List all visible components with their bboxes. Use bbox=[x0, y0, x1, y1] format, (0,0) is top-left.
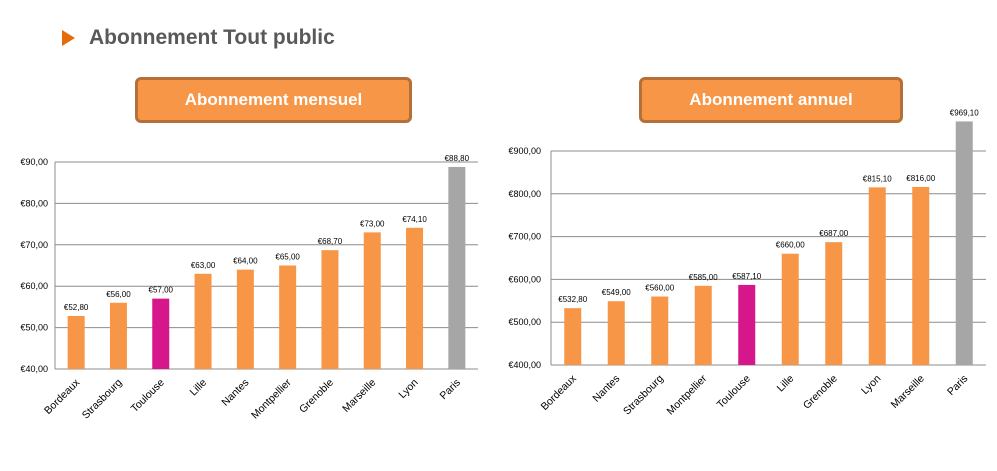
monthly-bar-paris bbox=[448, 166, 466, 369]
monthly-ytick-label: €50,00 bbox=[20, 323, 48, 333]
annual-ytick-label: €900,00 bbox=[508, 146, 541, 156]
annual-xtick-label: Bordeaux bbox=[539, 372, 580, 413]
annual-xtick-label: Toulouse bbox=[715, 373, 753, 411]
triangle-bullet-icon bbox=[62, 30, 75, 46]
annual-value-label: €585,00 bbox=[689, 273, 718, 282]
annual-value-label: €687,00 bbox=[819, 229, 848, 238]
monthly-chart-title: Abonnement mensuel bbox=[135, 77, 412, 123]
monthly-xtick-label: Nantes bbox=[219, 377, 251, 409]
monthly-value-label: €65,00 bbox=[275, 253, 300, 262]
monthly-bar-nantes bbox=[236, 269, 254, 369]
monthly-bar-lille bbox=[194, 273, 212, 369]
annual-bar-montpellier bbox=[694, 285, 712, 365]
annual-ytick-label: €500,00 bbox=[508, 317, 541, 327]
annual-bar-marseille bbox=[912, 186, 930, 365]
annual-bar-toulouse bbox=[738, 284, 756, 365]
monthly-bar-bordeaux bbox=[67, 316, 85, 369]
monthly-bar-grenoble bbox=[321, 250, 339, 369]
monthly-value-label: €52,80 bbox=[64, 303, 89, 312]
annual-bar-lille bbox=[781, 253, 799, 365]
annual-bar-bordeaux bbox=[564, 308, 582, 365]
monthly-xtick-label: Toulouse bbox=[129, 377, 167, 415]
monthly-value-label: €57,00 bbox=[149, 286, 174, 295]
monthly-xtick-label: Strasbourg bbox=[80, 377, 125, 422]
annual-value-label: €560,00 bbox=[645, 284, 674, 293]
annual-ytick-label: €700,00 bbox=[508, 232, 541, 242]
annual-ytick-label: €400,00 bbox=[508, 360, 541, 370]
annual-bar-grenoble bbox=[825, 242, 843, 365]
monthly-bar-toulouse bbox=[152, 298, 170, 369]
page-title: Abonnement Tout public bbox=[89, 26, 335, 49]
monthly-bar-montpellier bbox=[279, 265, 297, 369]
annual-value-label: €969,10 bbox=[950, 108, 979, 117]
monthly-ytick-label: €40,00 bbox=[20, 364, 48, 374]
monthly-xtick-label: Lyon bbox=[396, 377, 420, 401]
annual-value-label: €549,00 bbox=[602, 288, 631, 297]
section-heading: Abonnement Tout public bbox=[62, 26, 335, 50]
monthly-ytick-label: €60,00 bbox=[20, 281, 48, 291]
annual-value-label: €816,00 bbox=[906, 174, 935, 183]
annual-chart-title: Abonnement annuel bbox=[639, 77, 903, 123]
annual-value-label: €532,80 bbox=[558, 295, 587, 304]
monthly-value-label: €64,00 bbox=[233, 257, 258, 266]
annual-xtick-label: Marseille bbox=[889, 373, 927, 411]
monthly-ytick-label: €80,00 bbox=[20, 198, 48, 208]
annual-ytick-label: €600,00 bbox=[508, 274, 541, 284]
monthly-value-label: €56,00 bbox=[106, 290, 131, 299]
annual-xtick-label: Paris bbox=[945, 373, 970, 398]
annual-ytick-label: €800,00 bbox=[508, 189, 541, 199]
annual-xtick-label: Grenoble bbox=[801, 373, 840, 412]
annual-bar-nantes bbox=[607, 301, 625, 365]
monthly-xtick-label: Montpellier bbox=[249, 376, 294, 421]
monthly-value-label: €74,10 bbox=[402, 215, 427, 224]
monthly-ytick-label: €90,00 bbox=[20, 157, 48, 167]
monthly-value-label: €73,00 bbox=[360, 219, 385, 228]
annual-value-label: €660,00 bbox=[776, 241, 805, 250]
annual-bar-lyon bbox=[868, 187, 886, 365]
annual-value-label: €587,10 bbox=[732, 272, 761, 281]
annual-xtick-label: Montpellier bbox=[665, 372, 710, 417]
annual-value-label: €815,10 bbox=[863, 174, 892, 183]
monthly-value-label: €68,70 bbox=[318, 237, 343, 246]
monthly-ytick-label: €70,00 bbox=[20, 240, 48, 250]
monthly-xtick-label: Marseille bbox=[340, 377, 378, 415]
annual-bar-paris bbox=[955, 121, 973, 365]
annual-xtick-label: Nantes bbox=[590, 373, 622, 405]
monthly-xtick-label: Bordeaux bbox=[42, 376, 83, 417]
annual-xtick-label: Lille bbox=[775, 373, 797, 395]
annual-xtick-label: Strasbourg bbox=[621, 373, 666, 418]
monthly-bar-marseille bbox=[363, 232, 381, 369]
monthly-value-label: €63,00 bbox=[191, 261, 216, 270]
annual-xtick-label: Lyon bbox=[859, 373, 883, 397]
monthly-bar-lyon bbox=[406, 227, 424, 369]
monthly-xtick-label: Grenoble bbox=[297, 377, 336, 416]
annual-bar-strasbourg bbox=[651, 296, 669, 365]
monthly-bar-strasbourg bbox=[109, 302, 127, 369]
monthly-value-label: €88,80 bbox=[445, 154, 470, 163]
monthly-xtick-label: Lille bbox=[187, 377, 209, 399]
monthly-xtick-label: Paris bbox=[438, 377, 463, 402]
